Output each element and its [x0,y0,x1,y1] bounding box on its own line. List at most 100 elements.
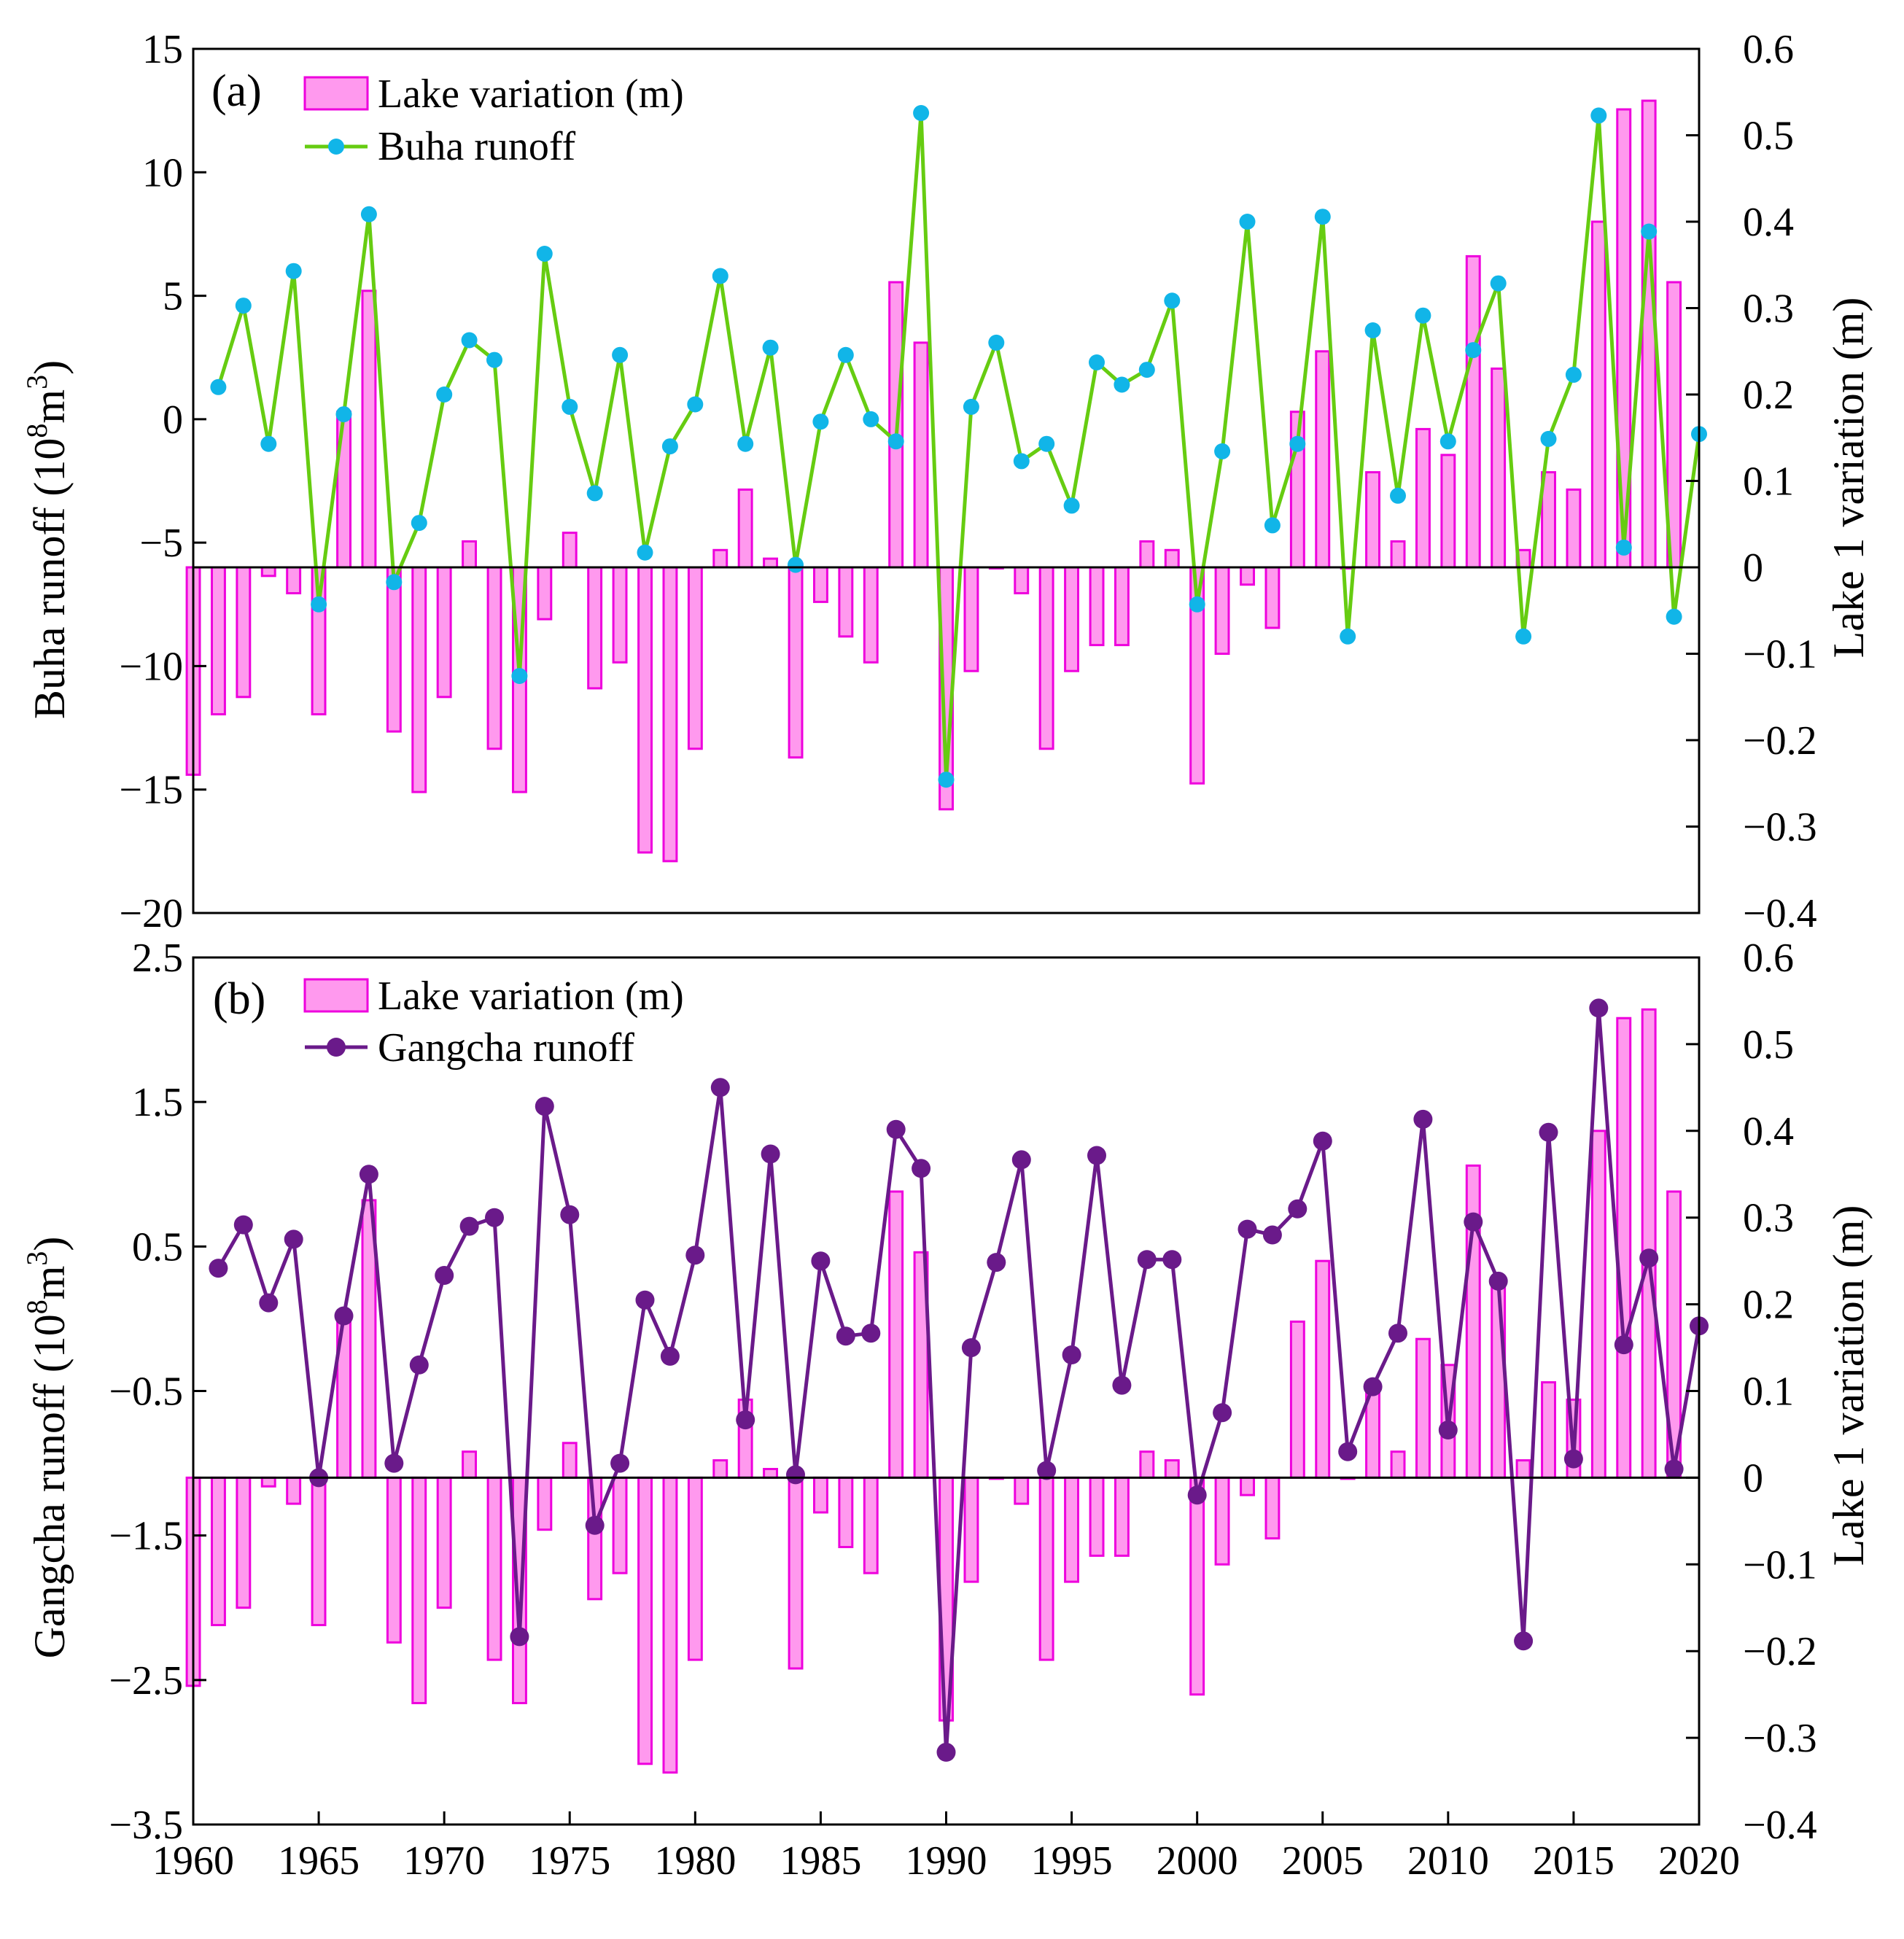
panel-a-runoff-point-2012 [1490,275,1507,292]
panel-a-runoff-point-2017 [1615,539,1632,556]
panel-a-runoff-point-1962 [235,298,252,314]
panel-b-runoff-point-1980 [685,1246,705,1265]
panel-b-legend-line-label: Gangcha runoff [378,1025,634,1070]
panel-a-lake-bar-1996 [1089,566,1105,647]
panel-a-runoff-point-1997 [1114,376,1130,393]
panel-a-runoff-point-1967 [360,206,377,222]
panel-b-lake-bar-1980 [687,1476,703,1661]
panel-b-lake-bar-1983 [763,1468,778,1479]
panel-a-y2-axis-title: Lake 1 variation (m) [1825,298,1873,658]
panel-b-runoff-point-2015 [1563,1449,1583,1469]
panel-b-right-tick-label: 0.4 [1743,1109,1794,1154]
panel-b-runoff-point-1998 [1137,1250,1157,1270]
panel-b-lake-bar-1970 [436,1476,452,1609]
panel-b-lake-bar-1988 [888,1190,904,1479]
panel-a-lake-bar-1979 [662,566,678,863]
panel-b-lake-bar-1977 [612,1476,628,1574]
panel-a-lake-bar-1985 [813,566,828,603]
panel-b: 2.51.50.5−0.5−1.5−2.5−3.5 0.60.50.40.30.… [20,936,1873,1884]
panel-a-runoff-point-1978 [637,544,653,561]
panel-b-lake-bar-2013 [1515,1459,1531,1479]
panel-a-runoff-point-1983 [762,339,779,356]
panel-b-left-tick-label: −2.5 [109,1658,183,1703]
panel-b-runoff-point-1981 [710,1078,730,1097]
panel-a-lake-bar-1998 [1139,540,1155,569]
panel-a-runoff-point-1973 [511,668,528,684]
panel-a-lake-bar-2001 [1214,566,1230,655]
panel-b-runoff-point-1971 [459,1216,479,1236]
panel-a-left-tick-label: −10 [119,644,183,689]
panel-a-legend-bar-swatch [303,76,369,111]
panel-a-lake-bar-1967 [361,290,377,569]
panel-b-lake-bar-1987 [863,1476,879,1574]
panel-b-label: (b) [213,974,265,1024]
panel-a-right-tick-label: 0.1 [1743,459,1794,505]
panel-b-runoff-point-1986 [836,1326,855,1346]
panel-b-lake-bar-1995 [1064,1476,1079,1583]
panel-b-runoff-point-1972 [485,1208,504,1227]
panel-b-runoff-point-1982 [736,1410,755,1430]
panel-a-lake-bar-2003 [1264,566,1281,629]
x-tick-label: 1960 [152,1838,234,1884]
panel-a-label: (a) [211,66,262,116]
panel-b-lake-bar-2004 [1289,1320,1305,1479]
panel-b-left-tick-label: −0.5 [109,1369,183,1415]
panel-b-runoff-point-1992 [987,1253,1006,1272]
panel-a-runoff-point-1995 [1063,497,1080,514]
panel-a-left-tick-label: 0 [163,397,183,443]
panel-b-runoff-point-2007 [1363,1377,1383,1396]
panel-a-lake-bar-1963 [260,566,276,578]
panel-a-lake-bar-2007 [1365,471,1380,569]
panel-b-runoff-point-2004 [1288,1199,1307,1219]
panel-a-runoff-point-1988 [887,433,904,450]
panel-b-runoff-point-2002 [1237,1219,1257,1239]
panel-a-right-tick-label: 0 [1743,545,1763,591]
panel-a-lake-bar-2018 [1641,99,1657,569]
panel-b-runoff-point-1970 [435,1266,454,1285]
x-axis-ticks: 1960 1965 1970 1975 1980 1985 1990 1995 2000 2005… [152,1811,1740,1884]
panel-a-lake-bar-2009 [1415,427,1431,569]
panel-b-lake-bar-1985 [813,1476,828,1514]
panel-a-runoff-point-2007 [1364,322,1381,338]
panel-b-lake-bar-2008 [1390,1450,1406,1479]
panel-a-runoff-point-1971 [461,332,478,349]
panel-b-lake-bar-1974 [537,1476,553,1531]
panel-a-runoff-point-2019 [1666,608,1682,625]
panel-a-runoff-point-2006 [1340,628,1356,645]
panel-b-y2-axis-title: Lake 1 variation (m) [1825,1205,1873,1566]
panel-a-lake-bar-1978 [637,566,653,854]
panel-b-runoff-point-1997 [1112,1375,1132,1395]
panel-a-lake-bar-1994 [1038,566,1054,750]
panel-b-right-tick-label: 0.5 [1743,1022,1794,1068]
panel-b-lake-bar-1969 [411,1476,427,1705]
panel-a-runoff-point-2015 [1565,366,1582,383]
panel-b-lake-bar-1968 [386,1476,402,1644]
panel-b-runoff-point-1996 [1087,1146,1106,1165]
panel-b-runoff-point-1979 [660,1346,680,1366]
panel-b-lake-bar-1991 [963,1476,979,1583]
panel-a-lake-bar-1961 [211,566,226,715]
panel-a-legend: Lake variation (m) Buha runoff [303,71,684,169]
panel-b-runoff-point-2019 [1664,1459,1684,1479]
panel-b-runoff-point-2001 [1213,1403,1232,1423]
panel-b-lake-bar-1997 [1114,1476,1130,1557]
panel-a-runoff-point-1969 [411,515,427,532]
x-tick-label: 1995 [1031,1838,1113,1884]
panel-a-right-tick-label: 0.6 [1743,27,1794,72]
panel-b-lake-bar-1961 [211,1476,226,1627]
panel-b-left-ticks: 2.5 1.5 0.5 −0.5 −1.5 −2.5 −3.5 [109,936,206,1848]
panel-b-runoff-point-1983 [761,1144,780,1164]
panel-b-lake-bar-1998 [1139,1450,1155,1479]
panel-b-runoff-point-1961 [209,1259,228,1278]
panel-b-lake-bar-2016 [1590,1130,1606,1479]
panel-b-left-tick-label: 1.5 [132,1080,183,1125]
panel-b-runoff-point-1985 [811,1251,831,1271]
panel-b-lake-bar-1996 [1089,1476,1105,1557]
panel-b-lake-bar-2003 [1264,1476,1281,1540]
panel-a-runoff-point-1979 [661,438,678,455]
panel-b-lake-bar-2005 [1315,1259,1331,1479]
panel-a-runoff-point-2010 [1439,433,1456,450]
panel-b-right-tick-label: 0.6 [1743,936,1794,981]
panel-b-runoff-point-2014 [1539,1122,1558,1142]
panel-b-runoff-point-1962 [233,1215,253,1235]
